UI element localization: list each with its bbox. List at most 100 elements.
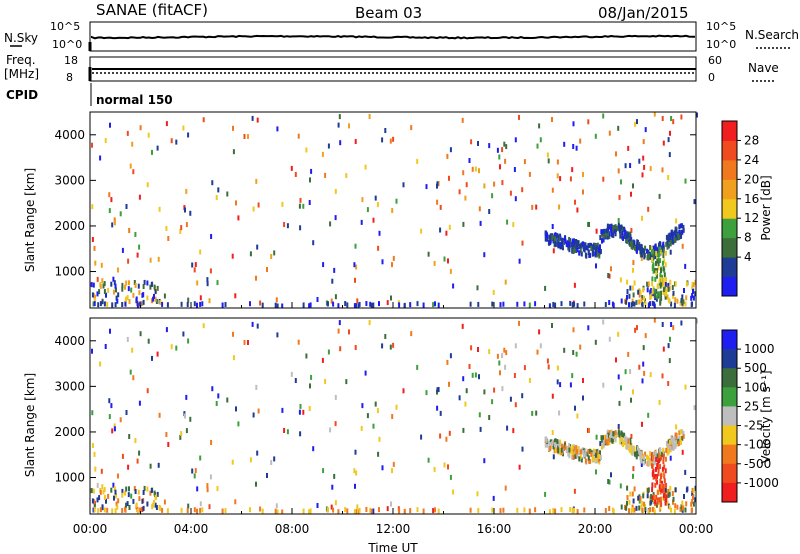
data-cell — [354, 139, 357, 144]
data-cell — [682, 433, 685, 439]
data-cell — [637, 495, 640, 501]
data-cell — [209, 474, 212, 480]
data-cell — [116, 298, 119, 304]
data-cell — [110, 487, 113, 493]
data-cell — [651, 300, 654, 306]
data-cell — [199, 295, 202, 301]
data-cell — [640, 462, 643, 467]
data-cell — [305, 353, 308, 359]
data-cell — [591, 452, 594, 458]
data-cell — [569, 176, 572, 182]
data-cell — [528, 171, 531, 177]
data-cell — [552, 444, 555, 450]
data-cell — [147, 338, 150, 344]
data-cell — [671, 232, 674, 237]
data-cell — [353, 303, 356, 309]
data-cell — [674, 237, 677, 243]
data-cell — [98, 495, 101, 501]
data-cell — [138, 290, 141, 296]
data-cell — [660, 277, 663, 283]
data-cell — [395, 198, 398, 204]
data-cell — [514, 343, 517, 349]
data-cell — [334, 421, 337, 427]
colorbar-cell — [722, 387, 737, 407]
data-cell — [112, 482, 115, 488]
data-cell — [128, 228, 131, 233]
data-cell — [675, 434, 678, 440]
data-cell — [629, 447, 632, 453]
data-cell — [309, 302, 312, 308]
data-cell — [309, 508, 312, 514]
data-cell — [629, 369, 632, 374]
data-cell — [592, 244, 595, 250]
data-cell — [626, 495, 629, 500]
y-tick-label: 2000 — [54, 219, 85, 233]
beam-title: Beam 03 — [355, 4, 422, 22]
data-cell — [156, 491, 159, 497]
data-cell — [656, 490, 659, 495]
data-cell — [439, 433, 442, 439]
data-cell — [142, 284, 145, 289]
data-cell — [664, 500, 667, 506]
data-cell — [681, 223, 683, 229]
data-cell — [595, 246, 597, 252]
data-cell — [449, 353, 452, 359]
data-cell — [659, 504, 662, 510]
data-cell — [617, 424, 620, 429]
data-cell — [667, 233, 670, 239]
data-cell — [378, 301, 380, 307]
data-cell — [221, 302, 224, 308]
colorbar-tick-label: -1000 — [744, 476, 779, 490]
freq-label: Freq. — [6, 53, 36, 67]
data-cell — [184, 413, 186, 419]
data-cell — [360, 219, 363, 225]
data-cell — [633, 280, 636, 286]
data-cell — [626, 294, 628, 300]
data-cell — [130, 493, 133, 499]
data-cell — [132, 375, 135, 381]
data-cell — [206, 487, 209, 493]
data-cell — [662, 287, 665, 293]
data-cell — [353, 468, 356, 474]
data-cell — [134, 283, 137, 288]
data-cell — [372, 508, 375, 514]
data-cell — [637, 289, 640, 295]
data-cell — [129, 369, 132, 375]
data-cell — [585, 245, 588, 251]
data-cell — [551, 117, 553, 122]
data-cell — [136, 302, 139, 308]
data-cell — [290, 165, 293, 171]
data-cell — [573, 282, 576, 288]
data-cell — [316, 297, 319, 302]
data-cell — [194, 468, 197, 474]
data-cell — [559, 382, 562, 388]
data-cell — [650, 293, 653, 299]
data-cell — [594, 339, 597, 345]
data-cell — [465, 182, 468, 188]
data-cell — [111, 222, 114, 228]
data-cell — [436, 199, 439, 205]
data-cell — [655, 260, 657, 266]
data-cell — [671, 491, 674, 496]
data-cell — [619, 277, 622, 283]
data-cell — [142, 299, 145, 305]
data-cell — [652, 474, 655, 480]
data-cell — [558, 410, 561, 416]
data-cell — [92, 507, 95, 513]
data-cell — [571, 454, 574, 460]
data-cell — [560, 244, 563, 250]
data-cell — [588, 428, 590, 433]
data-cell — [574, 199, 576, 205]
data-cell — [137, 489, 140, 495]
data-cell — [572, 121, 575, 127]
data-cell — [604, 302, 607, 307]
data-cell — [616, 431, 619, 437]
data-cell — [631, 298, 634, 304]
data-cell — [685, 295, 688, 301]
data-cell — [649, 245, 652, 250]
data-cell — [658, 252, 661, 258]
data-cell — [143, 279, 146, 285]
data-cell — [276, 509, 279, 515]
data-cell — [608, 273, 611, 279]
data-cell — [569, 382, 572, 388]
